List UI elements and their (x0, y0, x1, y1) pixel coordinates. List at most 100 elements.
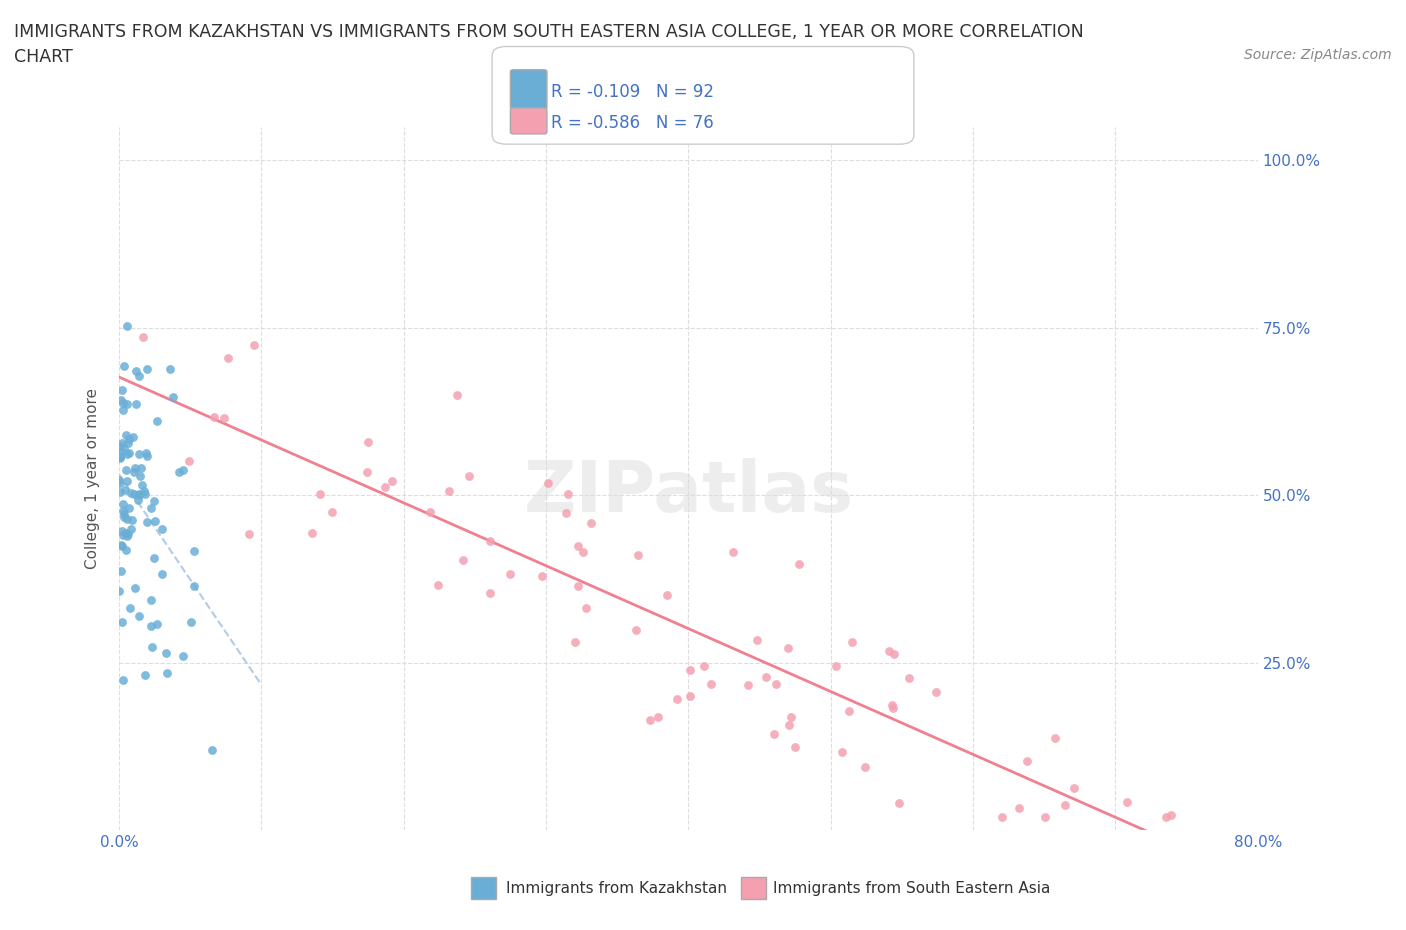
Point (666, 692, 689, 707)
Point (121, 430, 143, 445)
Text: Source: ZipAtlas.com: Source: ZipAtlas.com (1244, 48, 1392, 62)
Point (143, 494, 166, 509)
Point (356, 464, 378, 479)
Point (159, 361, 181, 376)
Point (132, 484, 155, 498)
Point (499, 566, 522, 581)
Point (831, 745, 853, 760)
Point (778, 718, 800, 733)
Point (143, 513, 166, 528)
Point (128, 368, 150, 383)
Text: Immigrants from South Eastern Asia: Immigrants from South Eastern Asia (773, 881, 1050, 896)
Point (150, 566, 173, 581)
Point (555, 506, 578, 521)
Point (134, 487, 156, 502)
Point (127, 493, 149, 508)
Point (108, 584, 131, 599)
Point (129, 460, 152, 475)
Point (647, 710, 669, 724)
Point (991, 809, 1014, 824)
Point (877, 644, 900, 658)
Point (1043, 731, 1066, 746)
Point (437, 484, 460, 498)
Point (121, 512, 143, 527)
Point (564, 634, 586, 649)
Point (128, 447, 150, 462)
Point (679, 688, 702, 703)
Point (124, 580, 146, 595)
Point (357, 435, 380, 450)
Point (122, 486, 145, 501)
Point (108, 448, 131, 463)
Point (132, 329, 155, 344)
Point (755, 670, 778, 684)
Point (118, 601, 141, 616)
Point (1063, 780, 1085, 795)
Point (135, 445, 157, 460)
Point (139, 618, 162, 633)
Point (114, 462, 136, 477)
Point (785, 740, 807, 755)
Point (693, 658, 716, 673)
Point (624, 623, 647, 638)
Point (841, 635, 863, 650)
Point (128, 487, 150, 502)
Point (162, 390, 184, 405)
Point (125, 364, 148, 379)
Point (780, 710, 803, 724)
Point (112, 403, 135, 418)
Point (110, 538, 132, 552)
Text: R = -0.109   N = 92: R = -0.109 N = 92 (551, 83, 714, 101)
Point (457, 469, 479, 484)
Point (155, 645, 177, 660)
Point (200, 743, 222, 758)
Text: ZIPatlas: ZIPatlas (523, 458, 853, 527)
Point (115, 396, 138, 411)
Point (308, 487, 330, 502)
Text: CHART: CHART (14, 48, 73, 66)
Point (117, 529, 139, 544)
Point (1054, 797, 1077, 812)
Point (446, 388, 468, 403)
Y-axis label: College, 1 year or more: College, 1 year or more (86, 388, 100, 569)
Point (825, 658, 848, 673)
Point (1154, 809, 1177, 824)
Point (117, 435, 139, 450)
Point (183, 579, 205, 594)
Text: R = -0.586   N = 76: R = -0.586 N = 76 (551, 113, 714, 132)
Point (897, 671, 920, 685)
Point (776, 641, 799, 656)
Point (112, 440, 135, 455)
Point (112, 510, 135, 525)
Point (136, 448, 159, 463)
Point (131, 477, 153, 492)
Point (883, 646, 905, 661)
Point (638, 712, 661, 727)
Point (787, 556, 810, 571)
Point (110, 485, 132, 499)
Text: Immigrants from Kazakhstan: Immigrants from Kazakhstan (506, 881, 727, 896)
Point (110, 392, 132, 407)
Point (882, 700, 904, 715)
Point (530, 569, 553, 584)
Point (111, 524, 134, 538)
Point (202, 409, 225, 424)
Point (478, 534, 501, 549)
Point (114, 483, 136, 498)
Point (374, 480, 396, 495)
Point (111, 435, 134, 450)
Point (117, 526, 139, 541)
Point (110, 564, 132, 578)
Point (108, 451, 131, 466)
Point (112, 496, 135, 511)
Point (381, 473, 404, 488)
Point (115, 473, 138, 488)
Point (111, 672, 134, 687)
Point (112, 503, 135, 518)
Point (581, 515, 603, 530)
Point (111, 383, 134, 398)
Point (110, 445, 132, 459)
Point (700, 676, 723, 691)
Point (321, 505, 343, 520)
Point (124, 460, 146, 475)
